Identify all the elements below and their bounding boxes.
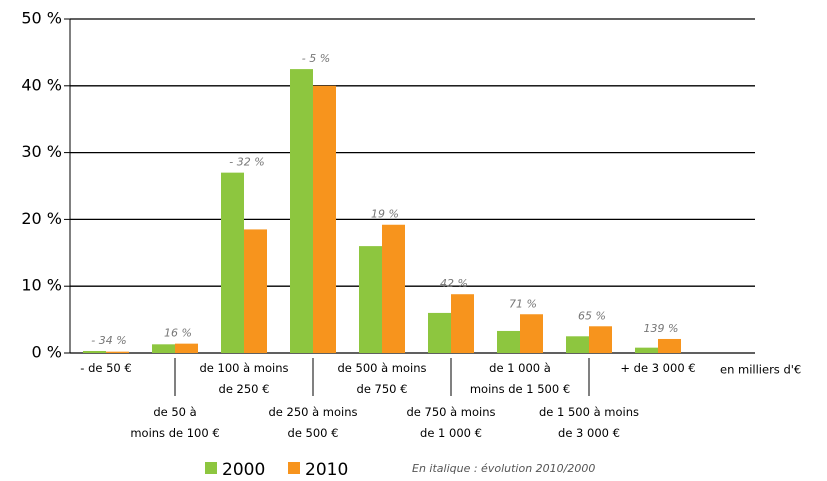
x-tick-label: - de 50 €: [80, 361, 131, 375]
annotation: 19 %: [371, 208, 399, 221]
bar: [382, 224, 405, 353]
x-tick-label-line: de 500 à moins: [337, 361, 426, 375]
x-tick-label-line: de 750 €: [357, 382, 408, 396]
annotation: - 34 %: [91, 334, 126, 347]
x-tick-label: de 750 à moins de 1 000 €: [406, 405, 495, 440]
bar: [589, 326, 612, 353]
x-tick-label-line: de 250 €: [219, 382, 270, 396]
x-tick-label-line: moins de 100 €: [130, 426, 219, 440]
y-tick-label: 0 %: [32, 343, 62, 362]
bar: [428, 312, 451, 353]
bar: [244, 229, 267, 353]
x-tick-label-line: + de 3 000 €: [620, 361, 695, 375]
note: En italique : évolution 2010/2000: [412, 462, 595, 475]
x-tick-label: de 1 500 à moins de 3 000 €: [539, 405, 639, 440]
legend-label: 2000: [222, 460, 265, 480]
x-tick-label: de 1 000 à moins de 1 500 €: [470, 361, 570, 396]
bar: [520, 314, 543, 353]
legend-swatch: [205, 462, 217, 474]
x-tick-label-line: de 3 000 €: [558, 426, 620, 440]
bar: [451, 294, 474, 353]
x-tick-label: de 500 à moins de 750 €: [337, 361, 426, 396]
x-tick-label-line: - de 50 €: [80, 361, 131, 375]
annotation: 42 %: [440, 277, 468, 290]
bar: [497, 330, 520, 353]
y-tick-label: 30 %: [21, 142, 62, 161]
annotation: 65 %: [578, 309, 606, 322]
bar: [83, 350, 106, 353]
x-tick-label: + de 3 000 €: [620, 361, 695, 375]
legend-label: 2010: [305, 460, 348, 480]
bar: [221, 172, 244, 353]
bar: [359, 246, 382, 353]
bar: [313, 85, 336, 354]
annotation: - 32 %: [229, 156, 264, 169]
bar: [106, 351, 129, 353]
bar: [175, 343, 198, 353]
x-tick-label: de 50 à moins de 100 €: [130, 405, 219, 440]
y-tick-label: 50 %: [21, 9, 62, 28]
bar: [635, 347, 658, 353]
legend-swatch: [288, 462, 300, 474]
x-tick-label-line: moins de 1 500 €: [470, 382, 570, 396]
y-tick-label: 40 %: [21, 75, 62, 94]
x-tick-label-line: de 1 000 €: [420, 426, 482, 440]
x-tick-label-line: de 250 à moins: [268, 405, 357, 419]
bar: [566, 336, 589, 353]
bar: [290, 69, 313, 353]
bar: [658, 338, 681, 353]
y-tick-label: 10 %: [21, 276, 62, 295]
x-axis-label: en milliers d'€: [720, 363, 801, 377]
x-tick-label-line: de 1 000 à: [489, 361, 551, 375]
annotation: 16 %: [164, 327, 192, 340]
annotation: 139 %: [644, 322, 679, 335]
x-tick-label-line: de 1 500 à moins: [539, 405, 639, 419]
annotation: 71 %: [509, 297, 537, 310]
x-tick-label-line: de 750 à moins: [406, 405, 495, 419]
x-tick-label-line: de 500 €: [288, 426, 339, 440]
annotation: - 5 %: [302, 52, 330, 65]
y-tick-label: 20 %: [21, 209, 62, 228]
bar: [152, 344, 175, 353]
x-tick-label-line: de 100 à moins: [199, 361, 288, 375]
x-tick-label: de 100 à moins de 250 €: [199, 361, 288, 396]
x-tick-label: de 250 à moins de 500 €: [268, 405, 357, 440]
x-tick-label-line: de 50 à: [153, 405, 196, 419]
